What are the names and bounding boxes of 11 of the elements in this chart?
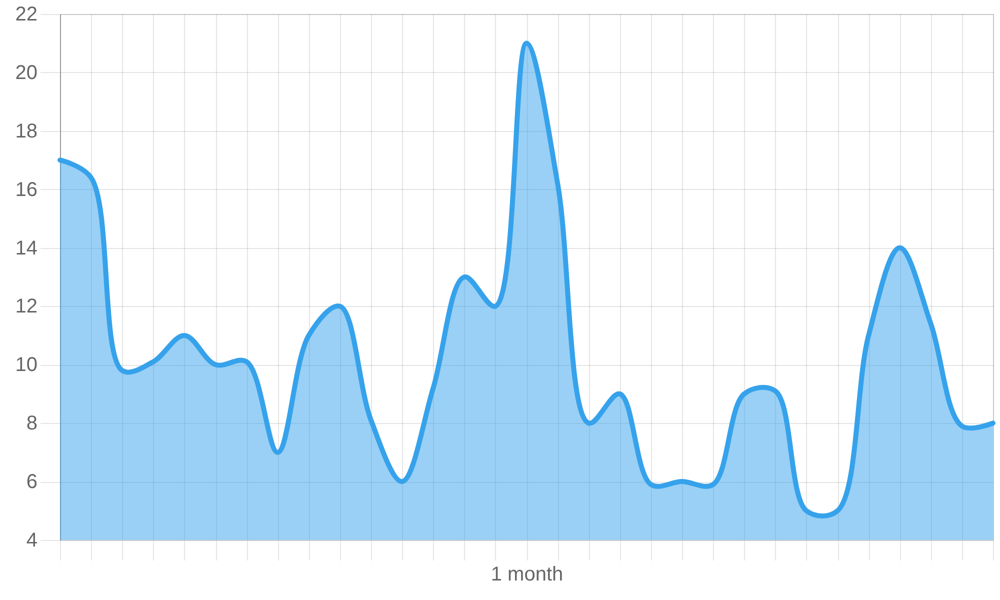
y-tick-label: 16: [15, 178, 38, 201]
x-tick-label: 1 month: [490, 564, 564, 586]
y-tick-label: 12: [15, 296, 38, 318]
y-tick-label: 8: [26, 412, 38, 435]
y-tick-label: 6: [26, 471, 38, 494]
y-tick-label: 18: [15, 120, 38, 142]
y-tick-label: 4: [26, 530, 38, 552]
y-tick-label: 22: [15, 4, 38, 26]
y-tick-label: 20: [15, 62, 38, 84]
y-tick-label: 14: [15, 237, 38, 260]
y-tick-label: 10: [15, 354, 38, 376]
